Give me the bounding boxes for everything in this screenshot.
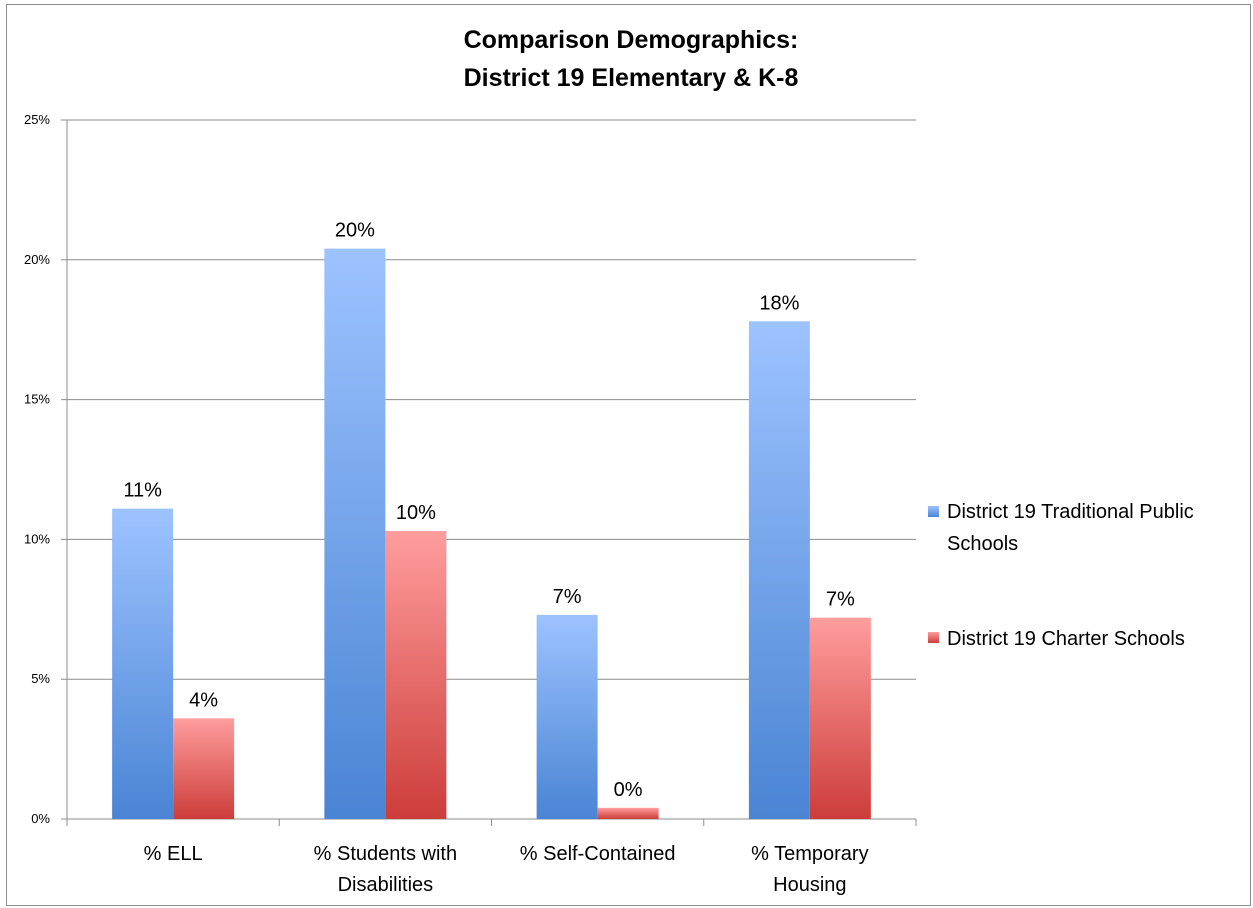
y-axis-ticks: 0% 5% 10% 15% 20% 25%	[24, 112, 50, 826]
legend-label: District 19 Charter Schools	[947, 628, 1185, 650]
y-tick-label: 15%	[24, 392, 50, 407]
bar-series2-cat2	[385, 531, 447, 819]
bar-series2-cat3	[597, 807, 659, 819]
legend-swatch	[928, 632, 939, 643]
bar-series1-cat4	[748, 321, 810, 819]
bar-series1-cat1	[112, 508, 174, 819]
bar-series1-cat3	[536, 614, 598, 819]
data-label: 4%	[189, 689, 218, 711]
bar-series1-cat2	[324, 248, 386, 820]
data-label: 20%	[335, 220, 375, 242]
chart-title-line-2: District 19 Elementary & K-8	[464, 64, 799, 92]
x-axis-categories: % ELL % Students with Disabilities % Self-C…	[144, 843, 869, 896]
data-labels: 11% 20% 7% 18% 4% 10% 0% 7%	[123, 220, 855, 801]
legend-swatch	[928, 506, 939, 517]
legend-label: District 19 Traditional Public	[947, 501, 1194, 523]
bar-series2-cat4	[809, 617, 871, 819]
data-label: 18%	[759, 292, 799, 314]
y-tick-label: 10%	[24, 531, 50, 546]
data-label: 0%	[614, 779, 643, 801]
x-category-label: Housing	[773, 874, 846, 896]
bars	[112, 248, 871, 820]
legend: District 19 Traditional Public Schools Dis…	[928, 501, 1194, 650]
x-category-label: % Students with	[314, 843, 457, 865]
y-tick-label: 0%	[31, 811, 50, 826]
x-category-label: Disabilities	[338, 874, 434, 896]
data-label: 7%	[826, 589, 855, 611]
x-axis	[66, 120, 917, 826]
data-label: 11%	[123, 480, 162, 502]
y-tick-label: 25%	[24, 112, 50, 127]
legend-label: Schools	[947, 533, 1018, 555]
chart-title-line-1: Comparison Demographics:	[464, 26, 799, 54]
x-category-label: % ELL	[144, 843, 203, 865]
data-label: 7%	[553, 586, 582, 608]
bar-series2-cat1	[173, 718, 235, 819]
x-category-label: % Self-Contained	[520, 843, 676, 865]
y-tick-label: 5%	[31, 671, 50, 686]
y-tick-label: 20%	[24, 252, 50, 267]
x-category-label: % Temporary	[751, 843, 868, 865]
data-label: 10%	[396, 502, 436, 524]
